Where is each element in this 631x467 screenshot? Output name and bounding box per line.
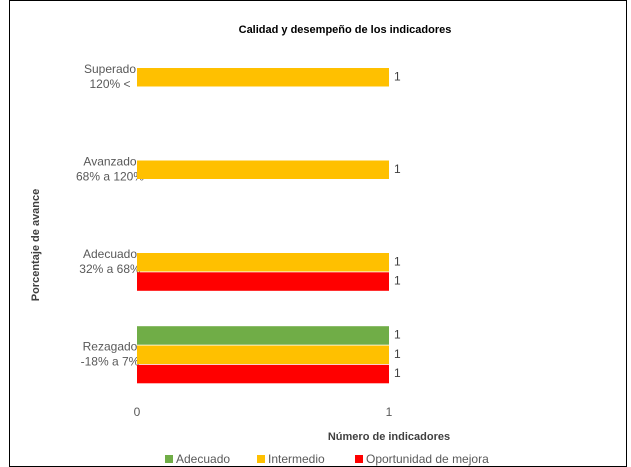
y-tick-label-line: 120% <	[89, 77, 130, 91]
y-tick-label-line: -18% a 7%	[81, 354, 140, 368]
chart-title: Calidad y desempeño de los indicadores	[239, 24, 452, 36]
bar	[137, 364, 389, 384]
data-label: 1	[394, 274, 401, 288]
data-label: 1	[394, 347, 401, 361]
data-label: 1	[394, 366, 401, 380]
y-tick-label: Rezagado -18% a 7%	[81, 339, 140, 368]
y-axis-title: Porcentaje de avance	[30, 189, 42, 302]
bar	[137, 160, 389, 179]
bar	[137, 345, 389, 364]
bar	[137, 253, 389, 272]
bar	[137, 68, 389, 87]
y-tick-label-line: Avanzado	[83, 154, 136, 168]
data-label: 1	[394, 162, 401, 176]
y-tick-label-line: 32% a 68%	[79, 262, 141, 276]
legend-swatch	[257, 455, 265, 463]
x-axis-title: Número de indicadores	[328, 431, 450, 443]
y-tick-label-line: Rezagado	[83, 339, 138, 353]
bar	[137, 272, 389, 291]
legend-swatch	[355, 455, 363, 463]
legend-label: Intermedio	[268, 452, 325, 466]
data-label: 1	[394, 254, 401, 268]
y-tick-label-line: Adecuado	[83, 247, 137, 261]
data-label: 1	[394, 69, 401, 83]
y-tick-label-line: Superado	[84, 62, 136, 76]
legend-label: Adecuado	[176, 452, 230, 466]
y-tick-label-line: 68% a 120%	[76, 169, 144, 183]
x-tick-label: 0	[134, 405, 141, 419]
y-tick-label: Avanzado 68% a 120%	[76, 154, 144, 183]
legend-label: Oportunidad de mejora	[366, 452, 489, 466]
bar	[137, 326, 389, 345]
y-tick-label: Adecuado 32% a 68%	[79, 247, 141, 276]
legend-swatch	[165, 455, 173, 463]
y-tick-label: Superado 120% <	[84, 62, 136, 91]
data-label: 1	[394, 328, 401, 342]
x-tick-label: 1	[386, 405, 393, 419]
